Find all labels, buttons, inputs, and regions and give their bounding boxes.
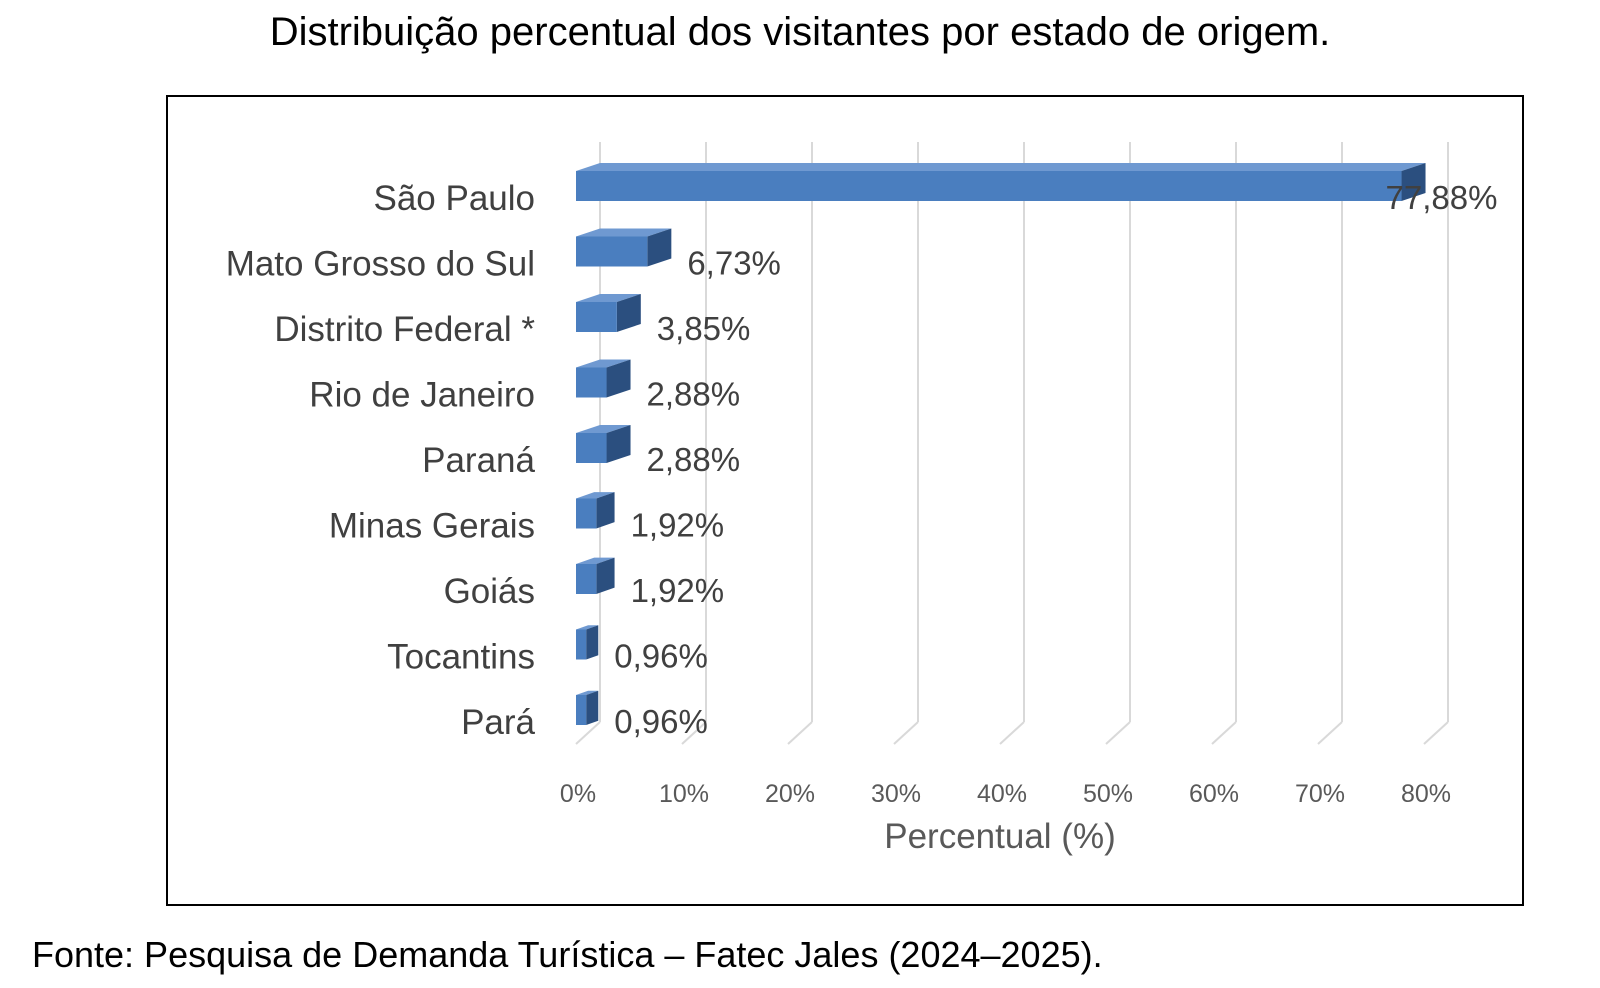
bar-side bbox=[586, 690, 599, 725]
bar-side bbox=[586, 625, 599, 660]
bar-side bbox=[616, 294, 641, 332]
data-label: 2,88% bbox=[647, 376, 741, 413]
data-label: 0,96% bbox=[614, 638, 708, 675]
category-label: Distrito Federal * bbox=[274, 310, 535, 349]
category-label: Mato Grosso do Sul bbox=[226, 245, 535, 284]
bars bbox=[576, 163, 1426, 725]
x-tick-label: 70% bbox=[1295, 780, 1345, 808]
gridline-floor bbox=[1317, 721, 1343, 745]
bar-side bbox=[1401, 163, 1426, 201]
bar bbox=[576, 557, 615, 594]
category-label: Goiás bbox=[444, 572, 535, 611]
bar-top bbox=[576, 228, 672, 237]
bar-front bbox=[576, 367, 607, 398]
x-axis-label: Percentual (%) bbox=[884, 817, 1115, 856]
bar bbox=[576, 492, 615, 529]
data-label: 6,73% bbox=[687, 245, 781, 282]
x-tick-label: 50% bbox=[1083, 780, 1133, 808]
gridline-floor bbox=[999, 721, 1025, 745]
x-tick-label: 20% bbox=[765, 780, 815, 808]
bar-top bbox=[576, 690, 599, 695]
bar bbox=[576, 228, 672, 267]
bar-front bbox=[576, 564, 597, 594]
bar-front bbox=[576, 498, 597, 529]
bar-front bbox=[576, 695, 587, 725]
category-label: Tocantins bbox=[387, 638, 535, 677]
category-label: Pará bbox=[461, 703, 535, 742]
category-label: Rio de Janeiro bbox=[309, 376, 535, 415]
bar bbox=[576, 690, 599, 725]
bar bbox=[576, 425, 631, 463]
data-label: 0,96% bbox=[614, 703, 708, 740]
bar-top bbox=[576, 492, 615, 499]
category-label: Paraná bbox=[422, 441, 535, 480]
data-label: 3,85% bbox=[657, 310, 751, 347]
bar-top bbox=[576, 425, 631, 433]
chart-frame bbox=[166, 95, 1524, 906]
x-tick-label: 10% bbox=[659, 780, 709, 808]
x-tick-label: 60% bbox=[1189, 780, 1239, 808]
source-note: Fonte: Pesquisa de Demanda Turística – F… bbox=[32, 934, 1103, 975]
bar-top bbox=[576, 294, 641, 302]
bar bbox=[576, 359, 631, 398]
gridline-floor bbox=[681, 721, 707, 745]
bar-front bbox=[576, 629, 587, 660]
bar bbox=[576, 163, 1426, 201]
x-tick-label: 30% bbox=[871, 780, 921, 808]
gridline-floor bbox=[787, 721, 813, 745]
bar bbox=[576, 625, 599, 660]
x-tick-labels: 0% 10% 20% 30% 40% 50% 60% 70% 80% bbox=[560, 780, 1451, 808]
bar-side bbox=[606, 359, 631, 398]
data-label: 2,88% bbox=[647, 441, 741, 478]
bar-top bbox=[576, 625, 599, 630]
gridline-floor bbox=[1105, 721, 1131, 745]
bar-front bbox=[576, 171, 1402, 201]
bar-top bbox=[576, 557, 615, 564]
chart-title: Distribuição percentual dos visitantes p… bbox=[269, 10, 1331, 54]
gridline-floor bbox=[1211, 721, 1237, 745]
gridline-floor bbox=[893, 721, 919, 745]
data-label: 77,88% bbox=[1386, 179, 1498, 216]
x-tick-label: 80% bbox=[1401, 780, 1451, 808]
bar-top bbox=[576, 359, 631, 368]
bar-side bbox=[647, 228, 672, 267]
data-label: 1,92% bbox=[631, 572, 725, 609]
bar bbox=[576, 294, 641, 332]
gridline-floor bbox=[575, 721, 601, 745]
value-labels: 77,88% 6,73% 3,85% 2,88% 2,88% 1,92% 1,92% 0,96… bbox=[614, 179, 1497, 740]
bar-side bbox=[596, 557, 615, 594]
category-labels: São Paulo Mato Grosso do Sul Distrito Fede… bbox=[226, 179, 536, 742]
data-label: 1,92% bbox=[631, 507, 725, 544]
bar-front bbox=[576, 302, 617, 332]
bar-top bbox=[576, 163, 1426, 171]
category-label: São Paulo bbox=[373, 179, 535, 218]
x-tick-label: 40% bbox=[977, 780, 1027, 808]
category-label: Minas Gerais bbox=[329, 507, 535, 546]
bar-front bbox=[576, 236, 648, 267]
bar-side bbox=[596, 492, 615, 529]
gridline-floor bbox=[1423, 721, 1449, 745]
x-tick-label: 0% bbox=[560, 780, 596, 808]
bar-side bbox=[606, 425, 631, 463]
bar-front bbox=[576, 433, 607, 463]
